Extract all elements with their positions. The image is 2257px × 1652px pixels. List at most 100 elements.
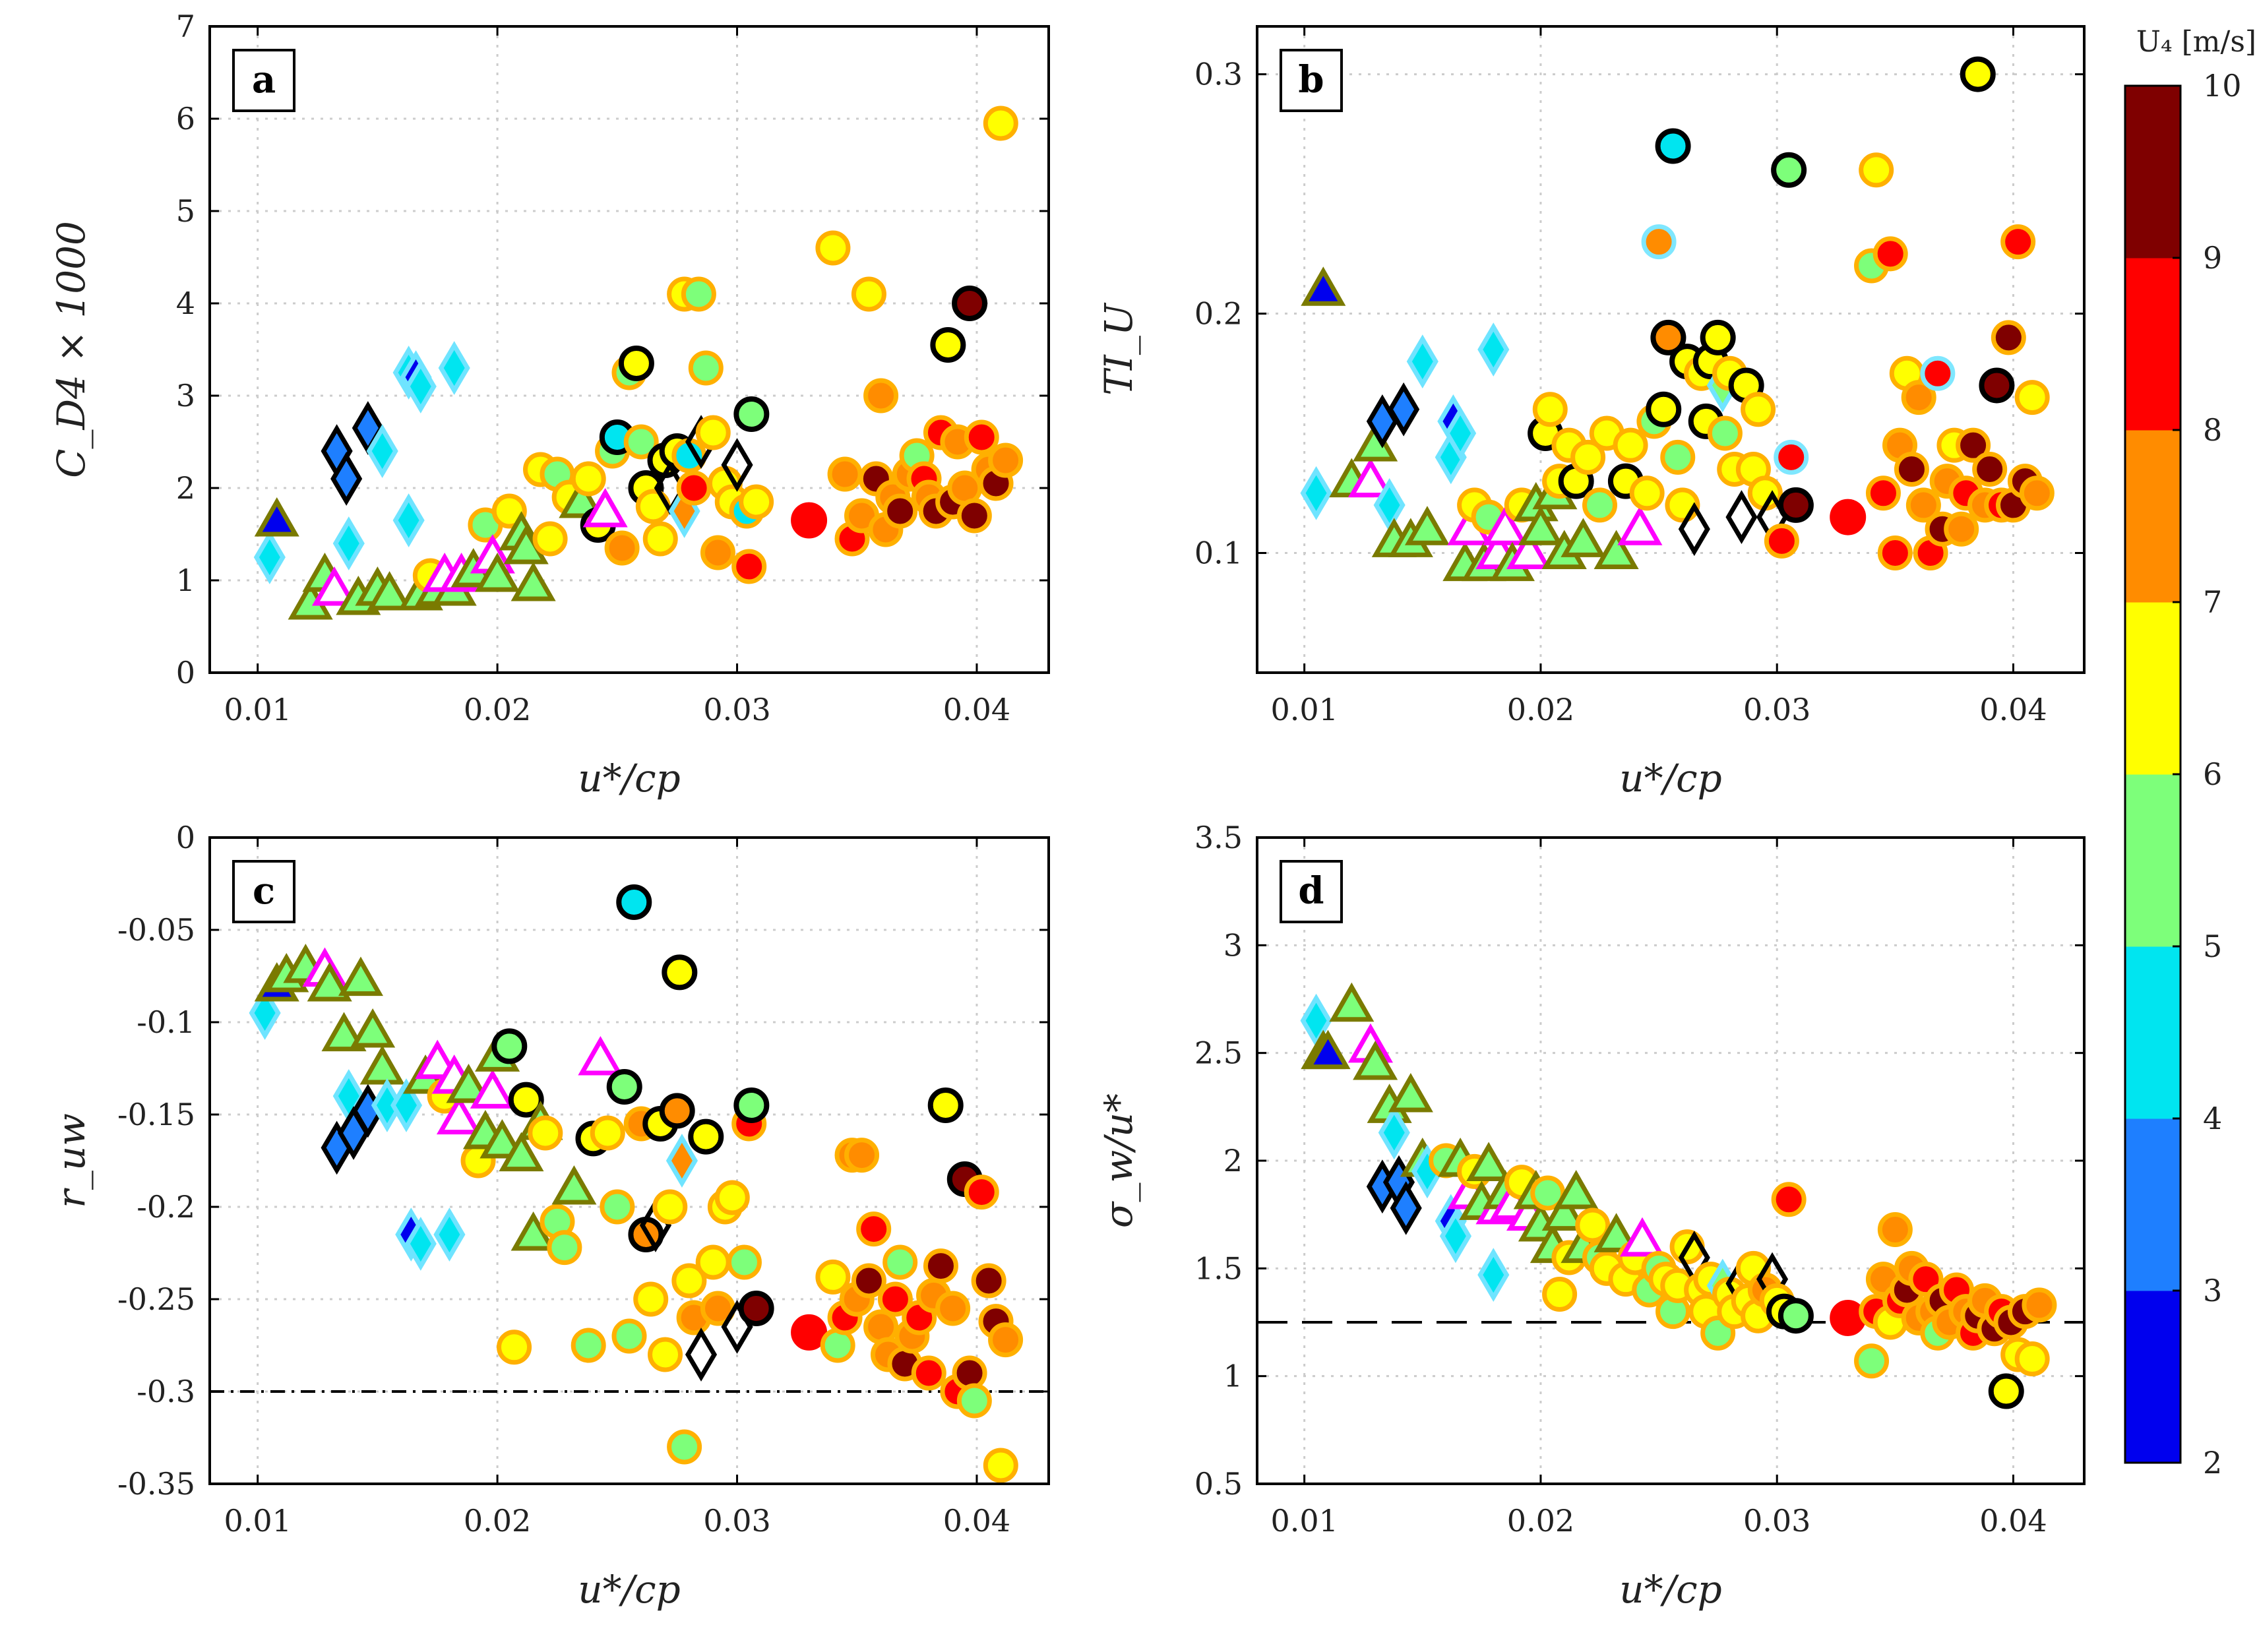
data-point-circle — [1905, 487, 1941, 523]
data-point-circle — [1920, 355, 1956, 391]
data-point-circle — [695, 1244, 731, 1280]
x-tick-label: 0.03 — [703, 692, 770, 727]
data-point-circle — [1707, 415, 1743, 451]
y-tick-label: 3 — [176, 378, 195, 413]
data-point-triangle — [1593, 1213, 1639, 1252]
data-point-triangle — [1466, 1142, 1512, 1182]
data-point-circle — [1979, 367, 2015, 404]
data-point-circle — [616, 884, 652, 920]
data-point-triangle — [1561, 518, 1606, 557]
data-point-triangle — [307, 962, 352, 1002]
data-point-triangle — [510, 1211, 556, 1251]
data-point-circle — [1778, 487, 1814, 523]
data-point-circle — [2022, 1287, 2057, 1323]
data-point-diamond — [438, 341, 470, 395]
data-point-circle — [1854, 1343, 1890, 1379]
data-point-circle — [923, 1248, 958, 1284]
data-point-circle — [714, 1180, 750, 1215]
data-point-triangle — [338, 956, 383, 996]
x-tick-label: 0.01 — [1270, 692, 1338, 727]
data-point-diamond — [721, 438, 753, 492]
data-point-diamond — [1300, 466, 1332, 520]
colorbar-tick-label: 3 — [2203, 1273, 2222, 1308]
data-point-circle — [571, 461, 606, 497]
panel-letter-box: a — [232, 49, 295, 112]
data-point-circle — [1532, 392, 1568, 427]
data-point-circle — [604, 530, 640, 566]
data-point-circle — [662, 954, 698, 991]
data-point-circle — [1944, 511, 1979, 547]
data-point-triangle — [1518, 506, 1563, 545]
data-point-circle — [1575, 1208, 1611, 1243]
data-point-circle — [497, 1330, 532, 1365]
data-point-circle — [1741, 392, 1776, 427]
data-point-diamond — [332, 516, 365, 570]
colorbar-segment — [2125, 430, 2180, 603]
colorbar-segment — [2125, 946, 2180, 1119]
y-tick-label: 3 — [1223, 927, 1243, 963]
panel-letter-box: b — [1280, 49, 1343, 112]
data-point-circle — [877, 1281, 913, 1317]
data-point-circle — [964, 419, 999, 455]
y-tick-label: 2.5 — [1194, 1035, 1243, 1071]
data-point-circle — [2014, 380, 2050, 415]
data-point-circle — [956, 1383, 992, 1419]
data-point-triangle — [1329, 982, 1375, 1022]
data-point-circle — [648, 1337, 683, 1372]
data-point-diamond — [390, 1078, 423, 1132]
data-point-circle — [733, 396, 770, 432]
data-point-triangle — [1483, 506, 1528, 545]
y-axis-label: r_uw — [49, 1113, 94, 1208]
panel-a: 0.01 0.02 0.03 0.04 0 1 2 3 4 5 6 7 a u*/cp C_D4 × … — [49, 9, 1050, 801]
data-point-circle — [935, 1291, 971, 1326]
y-tick-label: -0.15 — [117, 1097, 195, 1132]
data-point-circle — [1570, 439, 1606, 475]
x-axis-label: u*/cp — [578, 756, 681, 801]
data-point-triangle — [1388, 1072, 1433, 1113]
data-point-circle — [726, 1244, 762, 1280]
colorbar-segment — [2125, 602, 2180, 775]
data-point-circle — [1988, 1373, 2024, 1409]
data-point-triangle — [1301, 266, 1346, 306]
data-point-circle — [856, 1211, 892, 1247]
data-point-triangle — [1541, 1191, 1587, 1231]
data-point-triangle — [350, 1008, 396, 1048]
data-point-triangle — [479, 1118, 525, 1159]
data-point-circle — [882, 1244, 918, 1280]
data-point-circle — [1877, 535, 1913, 571]
data-point-circle — [815, 230, 851, 266]
x-tick-label: 0.01 — [224, 1503, 291, 1539]
data-point-diamond — [1678, 502, 1710, 557]
data-point-circle — [491, 1028, 528, 1064]
data-point-diamond — [1439, 1209, 1472, 1264]
data-point-circle — [1778, 1298, 1814, 1334]
data-point-triangle — [436, 1095, 481, 1135]
y-axis-label: TI_U — [1096, 302, 1141, 396]
panel-letter: c — [253, 869, 275, 913]
data-point-triangle — [1617, 506, 1663, 545]
data-point-circle — [571, 1328, 606, 1363]
data-point-circle — [882, 493, 918, 529]
data-point-circle — [642, 521, 678, 557]
data-point-circle — [667, 1429, 702, 1465]
data-point-circle — [600, 1189, 635, 1225]
colorbar-segment — [2125, 774, 2180, 947]
y-tick-label: -0.25 — [117, 1281, 195, 1317]
x-tick-label: 0.02 — [1507, 1503, 1574, 1539]
data-point-circle — [952, 1355, 987, 1391]
colorbar-tick-label: 6 — [2203, 756, 2222, 792]
data-point-circle — [688, 1118, 724, 1155]
data-point-triangle — [578, 1035, 623, 1076]
x-tick-label: 0.02 — [464, 1503, 531, 1539]
data-point-circle — [1901, 380, 1936, 415]
y-tick-label: 5 — [176, 193, 195, 229]
colorbar-tick-label: 4 — [2203, 1101, 2222, 1136]
y-tick-label: -0.1 — [137, 1004, 195, 1040]
panel-letter: a — [252, 58, 276, 102]
panel-letter-box: c — [232, 860, 295, 923]
y-tick-label: -0.05 — [117, 912, 195, 948]
data-point-triangle — [359, 1045, 405, 1085]
data-point-circle — [952, 286, 988, 321]
data-point-circle — [1650, 319, 1686, 355]
data-point-circle — [983, 1448, 1018, 1483]
